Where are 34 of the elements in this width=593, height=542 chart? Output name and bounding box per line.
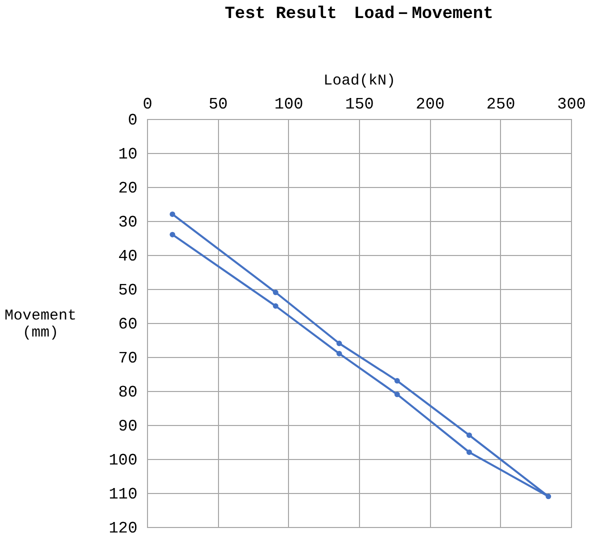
chart-title: Test Result Load－Movement <box>224 5 494 24</box>
point <box>336 350 342 356</box>
x-tick-label: 50 <box>208 96 228 114</box>
x-tick-label: 300 <box>557 96 586 114</box>
y-tick-label: 110 <box>108 486 138 504</box>
y-tick-label: 50 <box>118 282 138 300</box>
y-tick-label: 80 <box>118 384 138 402</box>
y-tick-label: 90 <box>118 418 138 436</box>
point <box>336 340 342 346</box>
y-tick-label: 30 <box>118 214 138 232</box>
y-tick-label: 60 <box>118 316 138 334</box>
point <box>272 290 278 296</box>
point <box>170 232 176 238</box>
x-axis-title: Load(kN) <box>323 72 396 90</box>
y-axis-title: Movement (mm) <box>4 308 77 342</box>
x-tick-label: 200 <box>416 96 445 114</box>
point <box>170 211 176 217</box>
point <box>394 392 400 398</box>
y-tick-label: 0 <box>128 112 138 130</box>
x-tick-label: 250 <box>486 96 516 114</box>
point <box>394 378 400 384</box>
x-tick-label: 100 <box>274 96 304 114</box>
y-tick-label: 20 <box>118 180 138 198</box>
y-tick-label: 70 <box>118 350 138 368</box>
y-tick-label: 100 <box>108 452 138 470</box>
x-tick-label: 0 <box>142 96 152 114</box>
point <box>272 303 278 309</box>
point <box>466 432 472 438</box>
point <box>466 449 472 455</box>
point <box>546 494 552 500</box>
y-tick-label: 40 <box>118 248 138 266</box>
x-tick-label: 150 <box>345 96 374 114</box>
y-tick-label: 10 <box>118 146 138 164</box>
y-tick-label: 120 <box>108 520 138 538</box>
